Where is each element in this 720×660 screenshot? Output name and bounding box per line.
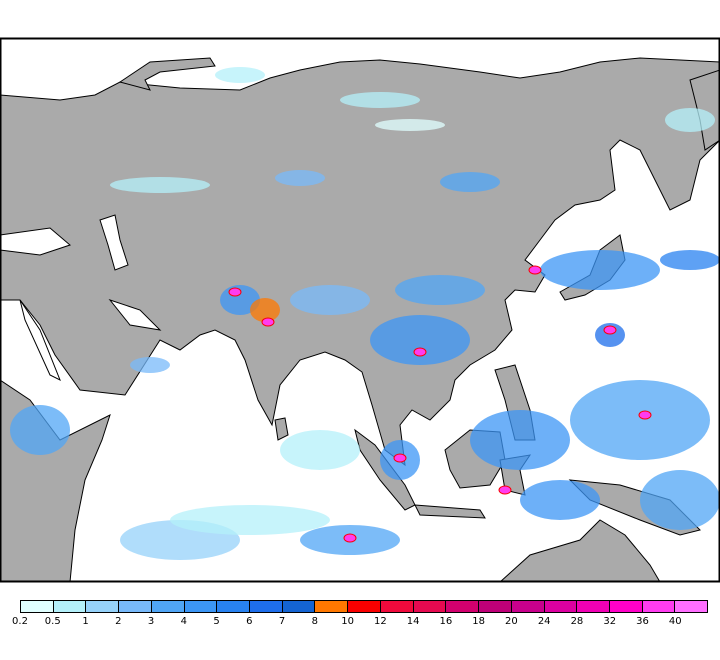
- colorbar-bin: [577, 601, 610, 612]
- precip-area: [520, 480, 600, 520]
- colorbar-bin: [380, 601, 414, 612]
- heavy-precip-cell: [261, 317, 275, 327]
- colorbar: [20, 600, 708, 613]
- precip-area: [440, 172, 500, 192]
- precip-area: [250, 298, 280, 322]
- colorbar-label: 32: [603, 616, 617, 627]
- colorbar-bin: [479, 601, 512, 612]
- precip-area: [540, 250, 660, 290]
- colorbar-label: 2: [115, 616, 122, 627]
- colorbar-label: 0.5: [44, 616, 61, 627]
- colorbar-label: 7: [278, 616, 286, 627]
- precip-area: [280, 430, 360, 470]
- colorbar-bin: [217, 601, 251, 612]
- sri-lanka-land: [274, 417, 289, 441]
- australia-land: [498, 519, 661, 583]
- colorbar-label: 28: [570, 616, 584, 627]
- precipitation-field: [10, 67, 720, 560]
- colorbar-label: 36: [636, 616, 649, 627]
- colorbar-bin: [119, 601, 152, 612]
- colorbar-label: 1: [82, 616, 89, 627]
- precip-area: [10, 405, 70, 455]
- precip-area: [395, 275, 485, 305]
- colorbar-bin: [282, 601, 316, 612]
- colorbar-label: 3: [147, 616, 155, 627]
- heavy-precip-cell: [393, 453, 407, 463]
- precip-area: [660, 250, 720, 270]
- precipitation-map: [0, 37, 720, 583]
- persian-gulf: [108, 298, 162, 331]
- colorbar-bin: [184, 601, 218, 612]
- colorbar-bin: [348, 601, 381, 612]
- precip-area: [340, 92, 420, 108]
- colorbar-label: 8: [311, 616, 319, 627]
- heavy-precip-cell: [603, 325, 617, 335]
- colorbar-bin: [86, 601, 120, 612]
- heavy-precip-cell: [638, 410, 652, 420]
- precip-area: [130, 357, 170, 373]
- colorbar-bin: [609, 601, 643, 612]
- precip-area: [170, 505, 330, 535]
- colorbar-labels: 0.2 0.5 1 2 3 4 5 6 7 8 10 12 14 16 18 20 24 28 32 36 40: [12, 616, 708, 630]
- colorbar-label: 5: [213, 616, 220, 627]
- colorbar-bin: [151, 601, 185, 612]
- colorbar-label: 20: [505, 616, 518, 627]
- colorbar-label: 0.2: [12, 616, 28, 627]
- eurasia-land: [0, 57, 720, 467]
- heavy-precip-cell: [498, 485, 512, 495]
- precip-area: [375, 119, 445, 131]
- caspian-sea: [99, 214, 129, 271]
- colorbar-bin: [250, 601, 283, 612]
- colorbar-label: 16: [439, 616, 453, 627]
- precip-area: [640, 470, 720, 530]
- colorbar-bin: [53, 601, 87, 612]
- precip-area: [570, 380, 710, 460]
- precip-area: [215, 67, 265, 83]
- precip-area: [595, 323, 625, 347]
- precip-area: [275, 170, 325, 186]
- colorbar-bin: [21, 601, 54, 612]
- heavy-precip-cell: [228, 287, 242, 297]
- precip-area: [370, 315, 470, 365]
- colorbar-bin: [446, 601, 480, 612]
- java-land: [414, 504, 486, 519]
- precip-area: [470, 410, 570, 470]
- heavy-precip-cell: [528, 265, 542, 275]
- colorbar-bin: [544, 601, 578, 612]
- colorbar-bin: [315, 601, 349, 612]
- precip-area: [665, 108, 715, 132]
- colorbar-label: 4: [180, 616, 187, 627]
- precip-area: [110, 177, 210, 193]
- colorbar-bin: [642, 601, 676, 612]
- colorbar-bin: [413, 601, 447, 612]
- black-sea: [0, 227, 71, 256]
- colorbar-label: 12: [374, 616, 387, 627]
- colorbar-label: 18: [472, 616, 486, 627]
- inland-water: [0, 214, 162, 382]
- heavy-precip-cell: [413, 347, 427, 357]
- colorbar-bin: [511, 601, 545, 612]
- red-sea: [19, 299, 61, 382]
- colorbar-label: 10: [341, 616, 354, 627]
- colorbar-label: 6: [246, 616, 253, 627]
- colorbar-label: 24: [537, 616, 551, 627]
- precip-area: [290, 285, 370, 315]
- colorbar-label: 40: [668, 616, 682, 627]
- colorbar-bin: [675, 601, 708, 612]
- novaya-zemlya-land: [118, 57, 216, 91]
- colorbar-label: 14: [406, 616, 420, 627]
- heavy-precip-cell: [343, 533, 357, 543]
